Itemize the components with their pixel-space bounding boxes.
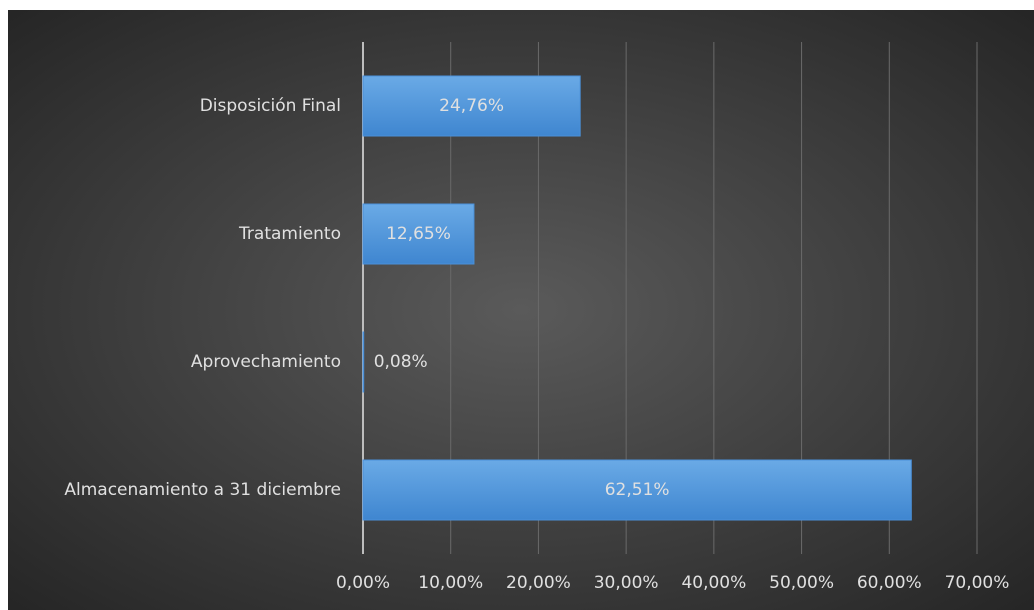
- y-tick-label: Disposición Final: [200, 96, 341, 116]
- x-tick-label: 0,00%: [336, 573, 390, 593]
- y-tick-label: Tratamiento: [238, 224, 341, 244]
- x-tick-label: 50,00%: [769, 573, 834, 593]
- bar: [362, 459, 912, 521]
- x-tick-label: 60,00%: [857, 573, 922, 593]
- y-tick-label: Almacenamiento a 31 diciembre: [64, 480, 341, 500]
- x-tick-label: 40,00%: [681, 573, 746, 593]
- bar: [362, 75, 581, 137]
- y-tick-label: Aprovechamiento: [191, 352, 341, 372]
- data-label: 12,65%: [386, 224, 451, 244]
- data-label: 62,51%: [605, 480, 670, 500]
- x-tick-label: 20,00%: [506, 573, 571, 593]
- bar: [362, 331, 365, 393]
- data-label: 0,08%: [374, 352, 428, 372]
- x-tick-label: 10,00%: [418, 573, 483, 593]
- x-tick-label: 70,00%: [945, 573, 1010, 593]
- bar: [362, 203, 475, 265]
- data-label: 24,76%: [439, 96, 504, 116]
- x-tick-label: 30,00%: [594, 573, 659, 593]
